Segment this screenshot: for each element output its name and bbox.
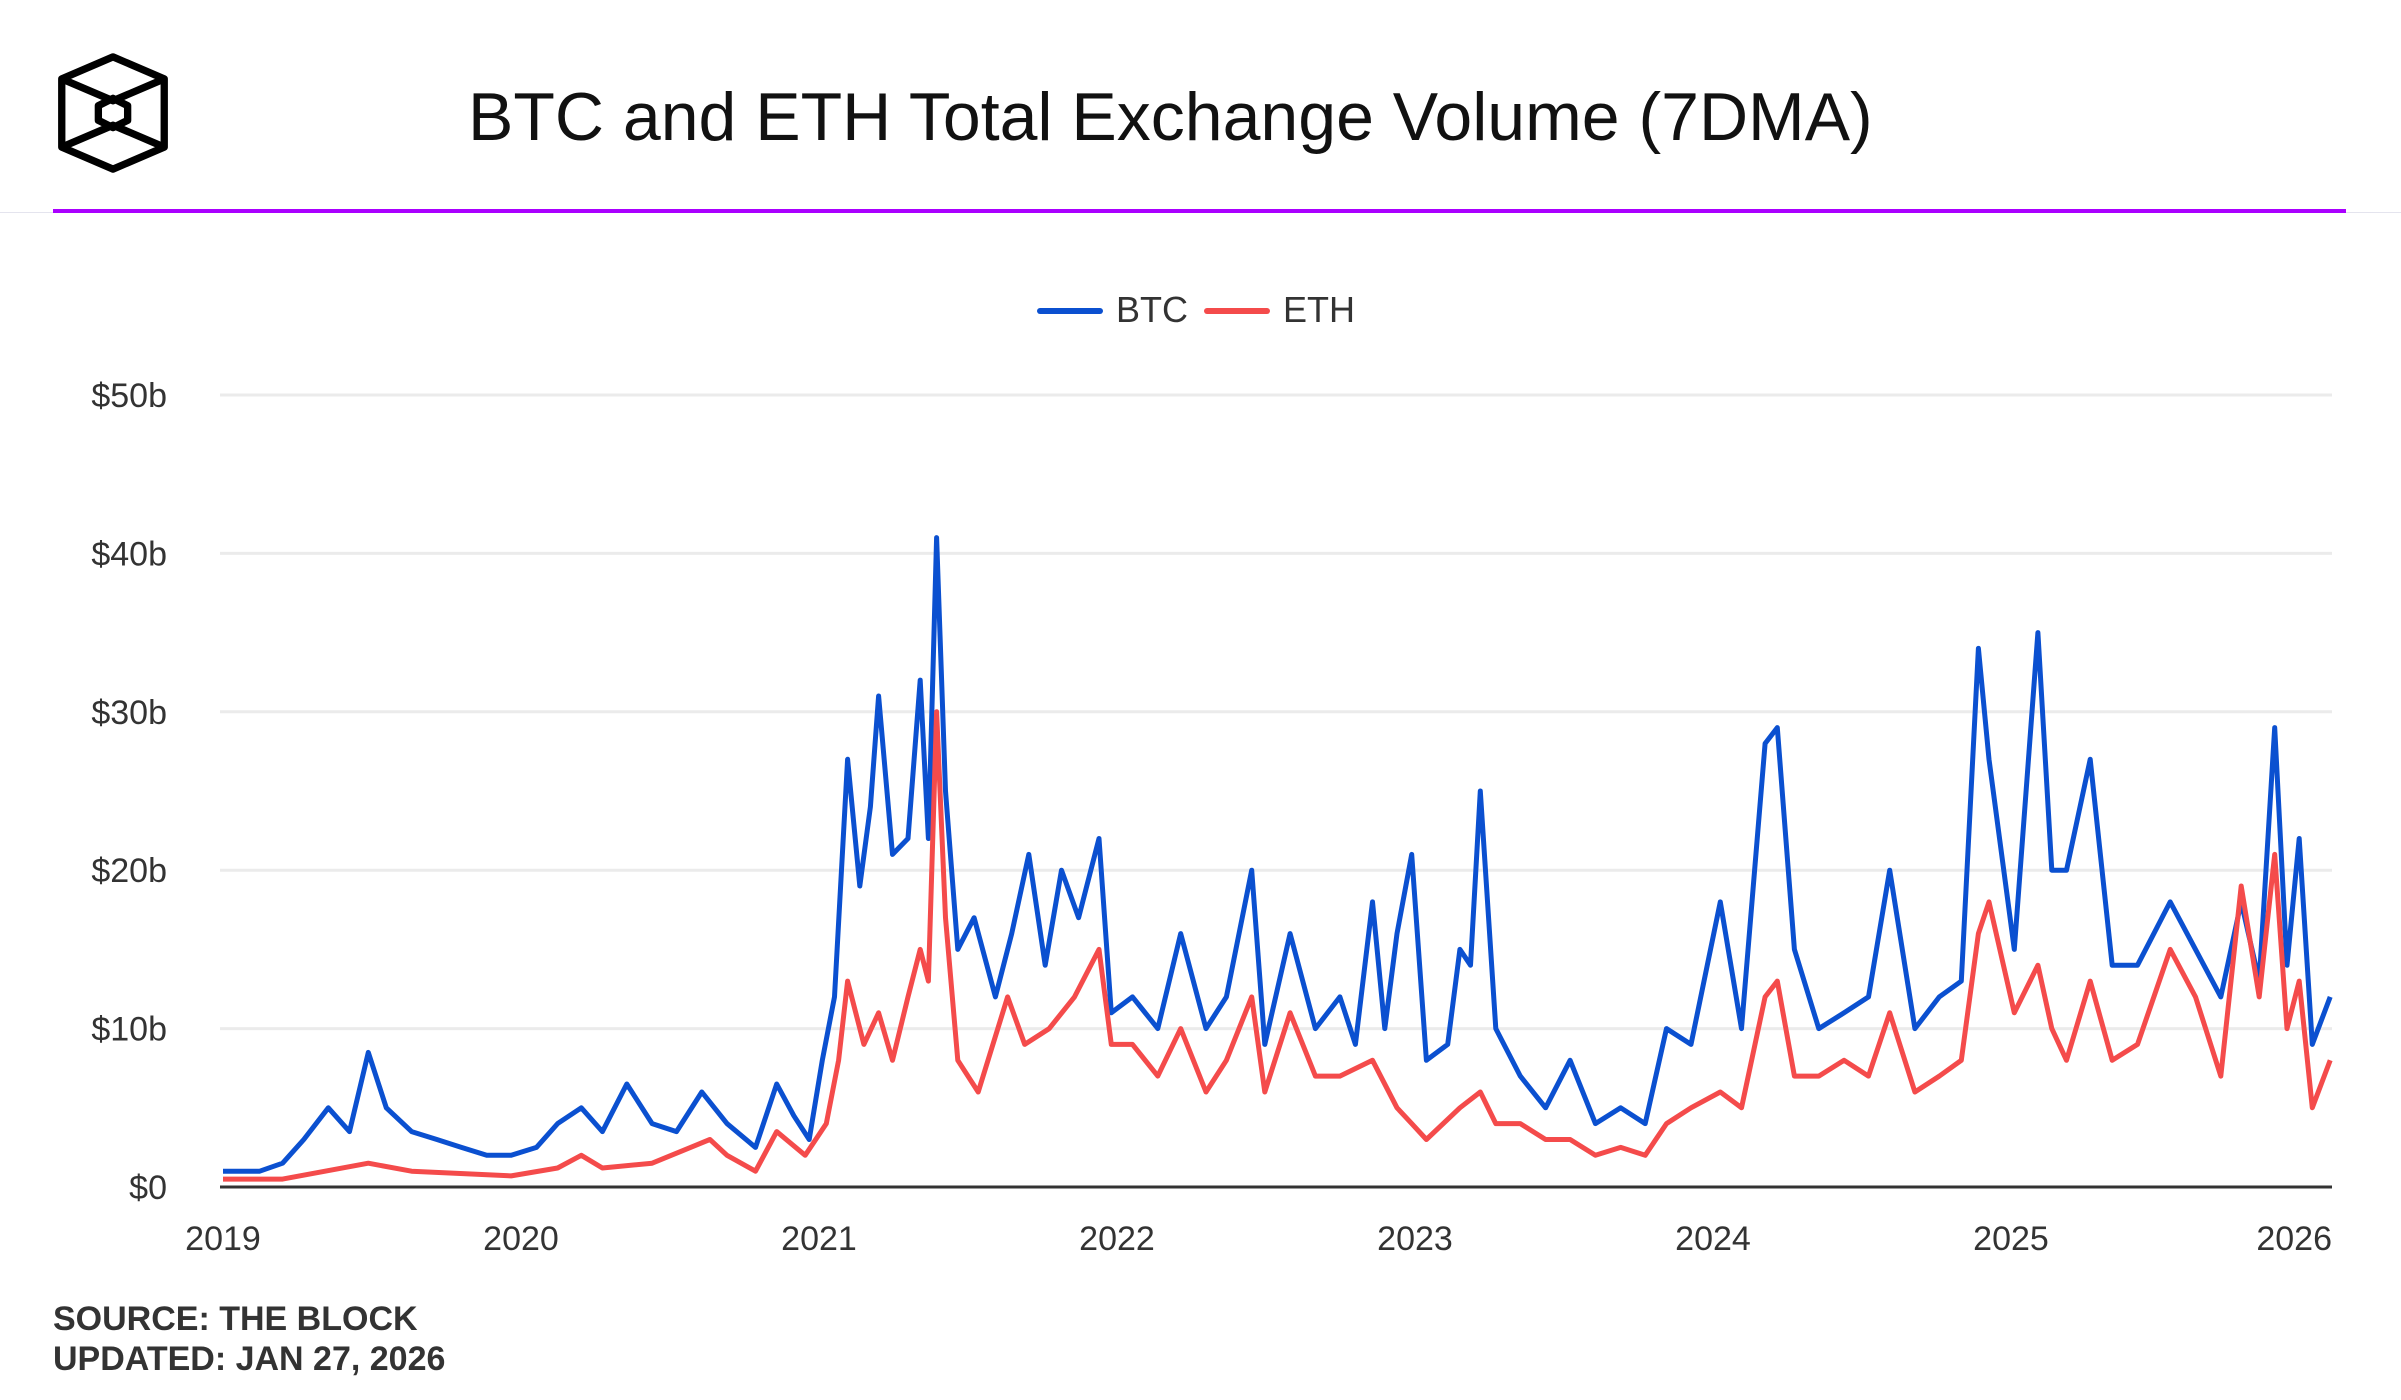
- legend-label-btc: BTC: [1116, 289, 1188, 330]
- legend-label-eth: ETH: [1283, 289, 1355, 330]
- x-tick-label: 2022: [1079, 1220, 1155, 1258]
- x-tick-label: 2023: [1377, 1220, 1453, 1258]
- y-tick-label: $40b: [91, 535, 167, 573]
- x-tick-label: 2019: [185, 1220, 261, 1258]
- source-label: SOURCE: THE BLOCK: [53, 1300, 418, 1338]
- x-tick-label: 2026: [2256, 1220, 2332, 1258]
- x-tick-label: 2025: [1973, 1220, 2049, 1258]
- y-tick-label: $30b: [91, 694, 167, 732]
- series-line-eth: [223, 709, 2333, 1182]
- x-tick-label: 2024: [1675, 1220, 1751, 1258]
- series-line-btc: [223, 535, 2333, 1174]
- y-tick-label: $10b: [91, 1011, 167, 1049]
- y-tick-label: $0: [129, 1169, 167, 1207]
- y-tick-label: $50b: [91, 377, 167, 415]
- updated-label: UPDATED: JAN 27, 2026: [53, 1340, 446, 1378]
- y-tick-label: $20b: [91, 852, 167, 890]
- x-tick-label: 2020: [483, 1220, 559, 1258]
- chart-title: BTC and ETH Total Exchange Volume (7DMA): [468, 79, 1873, 155]
- accent-divider: [53, 209, 2346, 213]
- x-tick-label: 2021: [781, 1220, 857, 1258]
- the-block-logo: [58, 53, 168, 173]
